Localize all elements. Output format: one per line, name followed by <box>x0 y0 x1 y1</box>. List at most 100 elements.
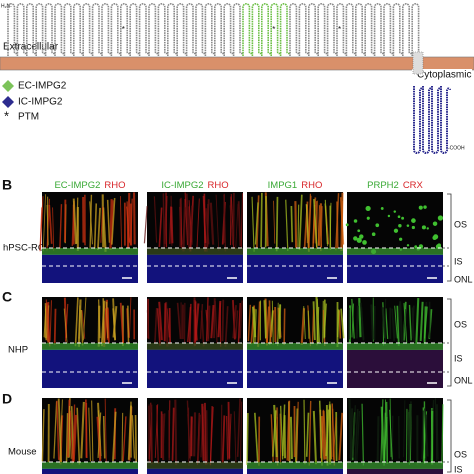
protein-loop <box>54 3 66 56</box>
streak <box>305 412 310 457</box>
is-layer <box>247 248 343 255</box>
streak <box>102 415 106 459</box>
streak <box>48 204 53 244</box>
streak <box>180 197 183 251</box>
streak <box>227 401 231 459</box>
streak <box>396 305 400 346</box>
column-header: PRPH2 CRX <box>367 180 423 191</box>
puncta <box>426 227 429 230</box>
streak <box>223 194 227 252</box>
streak <box>46 204 49 246</box>
streak <box>184 192 189 246</box>
streak <box>203 193 206 252</box>
streak <box>70 410 73 465</box>
streak <box>204 402 207 465</box>
protein-loop <box>270 3 282 56</box>
puncta <box>357 229 361 233</box>
streak <box>158 207 163 247</box>
streak <box>72 414 78 462</box>
header-green: EC-IMPG2 <box>54 180 100 191</box>
puncta <box>433 234 439 240</box>
streak <box>251 196 255 252</box>
puncta <box>353 219 358 223</box>
puncta <box>393 210 397 213</box>
onl-layer <box>247 468 343 474</box>
streak <box>441 404 444 465</box>
puncta <box>371 232 376 237</box>
is-layer <box>42 343 138 350</box>
streak <box>389 398 392 458</box>
streak <box>156 308 161 346</box>
sample-label: NHP <box>8 345 28 356</box>
streak <box>237 201 242 247</box>
streak <box>176 302 182 339</box>
streak <box>322 300 324 344</box>
streak <box>239 300 243 339</box>
streak <box>399 301 404 346</box>
puncta <box>359 234 364 239</box>
streak <box>185 193 191 250</box>
transmembrane <box>412 51 424 75</box>
streak <box>219 302 222 347</box>
streak <box>164 301 169 347</box>
streak <box>84 399 88 458</box>
legend-diamond-green <box>2 80 14 92</box>
streak <box>240 193 243 248</box>
protein-loop <box>148 3 160 56</box>
streak <box>408 401 412 460</box>
streak <box>398 416 400 459</box>
is-layer <box>42 462 138 469</box>
protein-loop <box>383 3 395 56</box>
streak <box>408 304 412 341</box>
streak <box>119 302 125 344</box>
streak <box>318 400 323 466</box>
streak <box>143 205 148 244</box>
streak <box>170 206 174 244</box>
legend-label: PTM <box>18 112 39 123</box>
protein-loop-ic <box>440 86 451 154</box>
protein-loop <box>185 3 197 56</box>
protein-loop <box>326 3 338 56</box>
streak <box>134 415 138 462</box>
streak <box>213 298 216 339</box>
streak <box>313 199 318 248</box>
puncta <box>380 207 384 210</box>
streak <box>74 297 79 347</box>
streak <box>104 398 107 463</box>
streak <box>251 306 257 338</box>
puncta <box>353 236 358 241</box>
streak <box>297 204 300 247</box>
streak <box>234 310 239 339</box>
streak <box>220 404 223 461</box>
layer-label: ONL <box>454 274 473 284</box>
header-green: IMPG1 <box>268 180 298 191</box>
layer-bracket <box>447 193 452 282</box>
streak <box>201 403 205 461</box>
extracellular-label: Extracellular <box>3 42 59 53</box>
streak <box>300 308 306 346</box>
streak <box>423 408 429 457</box>
puncta <box>418 205 423 210</box>
streak <box>358 298 362 338</box>
puncta <box>421 225 426 230</box>
protein-loop <box>204 3 216 56</box>
column-header: IMPG1 RHO <box>268 180 323 191</box>
protein-loop <box>214 3 225 56</box>
streak <box>46 302 51 347</box>
streak <box>59 204 63 250</box>
puncta <box>345 223 349 227</box>
protein-loop <box>120 3 131 56</box>
streak <box>199 304 204 339</box>
streak <box>224 306 229 347</box>
protein-loop <box>308 3 319 56</box>
streak <box>382 307 387 347</box>
streak <box>210 305 215 339</box>
streak <box>59 399 63 462</box>
streak <box>275 196 279 252</box>
streak <box>265 306 270 343</box>
protein-loop-ic <box>431 86 442 154</box>
streak <box>131 415 136 459</box>
layer-label: OS <box>454 319 467 329</box>
cytoplasmic-label: Cytoplasmic <box>417 70 471 81</box>
streak <box>254 202 259 245</box>
